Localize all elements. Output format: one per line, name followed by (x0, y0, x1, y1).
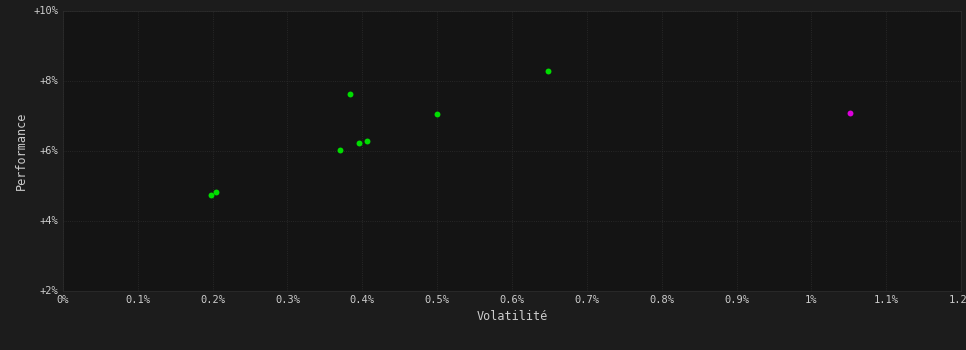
Y-axis label: Performance: Performance (15, 111, 28, 190)
Point (208, 189, 223, 195)
Point (842, 110, 858, 116)
Point (351, 140, 366, 146)
Point (332, 147, 348, 153)
Point (359, 138, 375, 144)
Point (342, 91, 357, 97)
Point (430, 111, 445, 117)
Point (540, 68, 555, 74)
X-axis label: Volatilité: Volatilité (476, 310, 548, 323)
Point (203, 192, 218, 198)
